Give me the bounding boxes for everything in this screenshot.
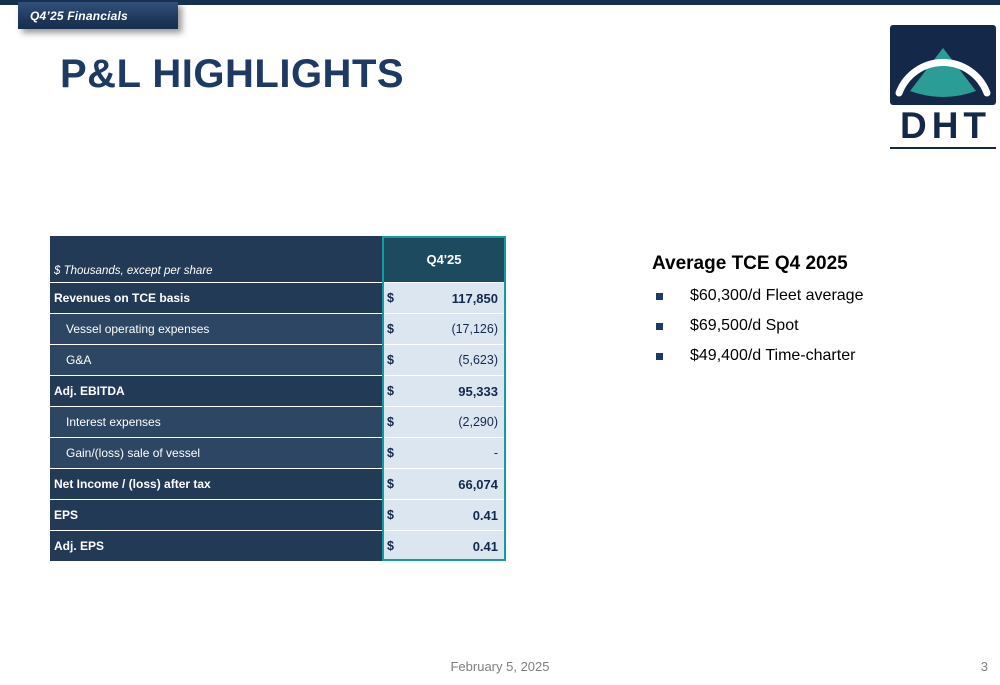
table-row: Vessel operating expenses $ (17,126) xyxy=(50,314,506,344)
row-value: (17,126) xyxy=(408,314,506,344)
row-label: Adj. EBITDA xyxy=(50,376,382,406)
table-row: Adj. EPS $0.41 xyxy=(50,531,506,561)
table-row: Net Income / (loss) after tax $66,074 xyxy=(50,469,506,499)
row-currency: $ xyxy=(382,376,408,406)
tce-bullet-item: $69,500/d Spot xyxy=(652,317,962,335)
tce-bullet-item: $49,400/d Time-charter xyxy=(652,347,962,365)
dht-logo-text: DHT xyxy=(890,107,996,149)
table-row: Gain/(loss) sale of vessel $ - xyxy=(50,438,506,468)
row-label: EPS xyxy=(50,500,382,530)
row-label: Adj. EPS xyxy=(50,531,382,561)
footer-date: February 5, 2025 xyxy=(450,659,550,674)
dht-logo: DHT xyxy=(890,25,996,149)
row-currency: $ xyxy=(382,407,408,437)
row-value: - xyxy=(408,438,506,468)
page-number: 3 xyxy=(980,659,988,674)
row-label: Revenues on TCE basis xyxy=(50,283,382,313)
table-row: Revenues on TCE basis $117,850 xyxy=(50,283,506,313)
table-row: Interest expenses $ (2,290) xyxy=(50,407,506,437)
row-currency: $ xyxy=(382,283,408,313)
row-value: 117,850 xyxy=(408,283,506,313)
row-value: (5,623) xyxy=(408,345,506,375)
row-currency: $ xyxy=(382,531,408,561)
row-currency: $ xyxy=(382,500,408,530)
row-value: 0.41 xyxy=(408,500,506,530)
page-title: P&L HIGHLIGHTS xyxy=(60,52,405,96)
table-header-quarter-label: Q4'25 xyxy=(382,236,506,282)
tce-bullet-list: $60,300/d Fleet average $69,500/d Spot $49… xyxy=(652,287,962,365)
row-label: Interest expenses xyxy=(50,407,382,437)
row-label: Net Income / (loss) after tax xyxy=(50,469,382,499)
row-currency: $ xyxy=(382,469,408,499)
table-row: G&A $ (5,623) xyxy=(50,345,506,375)
table-header-row: $ Thousands, except per share Q4'25 xyxy=(50,236,506,282)
table-row: EPS $0.41 xyxy=(50,500,506,530)
row-value: 95,333 xyxy=(408,376,506,406)
top-accent-bar xyxy=(0,0,1000,5)
row-currency: $ xyxy=(382,438,408,468)
tce-heading: Average TCE Q4 2025 xyxy=(652,253,848,274)
table-header-units-label: $ Thousands, except per share xyxy=(50,236,382,282)
row-value: 0.41 xyxy=(408,531,506,561)
row-value: (2,290) xyxy=(408,407,506,437)
row-currency: $ xyxy=(382,314,408,344)
slide-tag-label: Q4’25 Financials xyxy=(30,8,128,23)
row-value: 66,074 xyxy=(408,469,506,499)
row-label: Vessel operating expenses xyxy=(50,314,382,344)
slide-tag-badge: Q4’25 Financials xyxy=(18,2,178,29)
dht-logo-mark-icon xyxy=(890,25,996,105)
table-body: Revenues on TCE basis $117,850 Vessel oper… xyxy=(50,283,506,561)
tce-bullet-item: $60,300/d Fleet average xyxy=(652,287,962,305)
table-row: Adj. EBITDA $95,333 xyxy=(50,376,506,406)
row-currency: $ xyxy=(382,345,408,375)
pl-table: $ Thousands, except per share Q4'25 Reve… xyxy=(50,236,506,561)
tce-panel: Average TCE Q4 2025 $60,300/d Fleet aver… xyxy=(652,253,962,377)
row-label: Gain/(loss) sale of vessel xyxy=(50,438,382,468)
row-label: G&A xyxy=(50,345,382,375)
